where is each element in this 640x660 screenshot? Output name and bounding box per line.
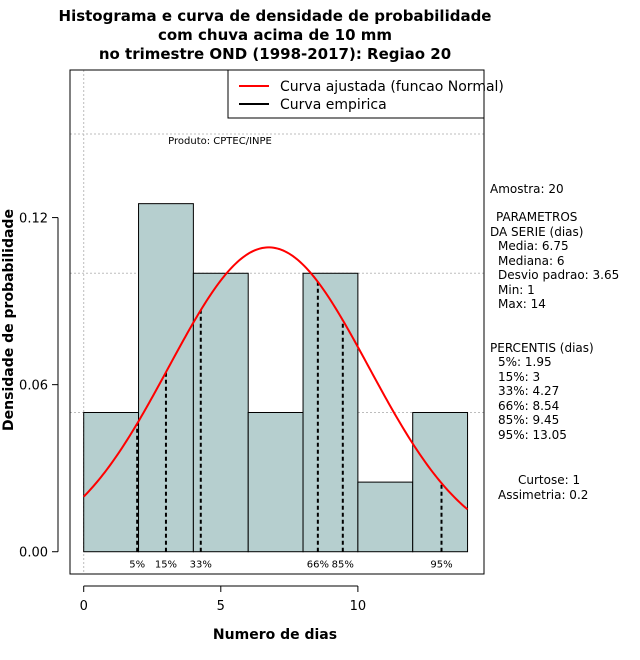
histogram-bar-3: [247, 411, 304, 553]
params-header-1: PARAMETROS: [496, 210, 577, 224]
chart-title-line-2: com chuva acima de 10 mm: [158, 26, 392, 44]
percentile-label-66%: 66%: [307, 560, 329, 571]
param-mean: Media: 6.75: [498, 239, 569, 253]
params-header-2: DA SERIE (dias): [490, 225, 583, 239]
percentile-15: 15%: 3: [498, 370, 540, 384]
percentis-header: PERCENTIS (dias): [490, 341, 594, 355]
histogram-bar-2: [192, 272, 249, 553]
percentile-5: 5%: 1.95: [498, 355, 552, 369]
fitted-normal-curve: [82, 246, 469, 511]
y-tick-label-1: 0.06: [19, 379, 48, 394]
legend: Curva ajustada (funcao Normal) Curva emp…: [227, 69, 504, 119]
statistics-panel: Amostra: 20 PARAMETROS DA SERIE (dias) M…: [490, 182, 619, 502]
chart-title-line-1: Histograma e curva de densidade de proba…: [59, 7, 492, 25]
produto-annotation: Produto: CPTEC/INPE: [168, 136, 272, 147]
skewness: Assimetria: 0.2: [498, 488, 588, 502]
x-tick-label-0: 0: [80, 599, 88, 614]
y-axis-label: Densidade de probabilidade: [1, 209, 17, 431]
percentile-label-15%: 15%: [155, 560, 177, 571]
param-max: Max: 14: [498, 297, 546, 311]
percentile-label-33%: 33%: [190, 560, 212, 571]
x-axis-label: Numero de dias: [213, 627, 337, 643]
sample-size: Amostra: 20: [490, 182, 564, 196]
param-stddev: Desvio padrao: 3.65: [498, 268, 619, 282]
legend-label-fitted: Curva ajustada (funcao Normal): [280, 79, 504, 95]
chart-title-line-3: no trimestre OND (1998-2017): Regiao 20: [99, 45, 451, 63]
param-min: Min: 1: [498, 283, 535, 297]
histogram-bar-4: [302, 272, 359, 553]
histogram-bar-5: [357, 481, 414, 553]
axes: 0 5 10 0.00 0.06 0.12: [19, 212, 366, 614]
param-median: Mediana: 6: [498, 254, 565, 268]
percentile-label-95%: 95%: [430, 560, 452, 571]
percentile-label-85%: 85%: [332, 560, 354, 571]
legend-box: [227, 69, 485, 119]
percentile-markers: 5% 15% 33% 66% 85% 95%: [129, 281, 453, 571]
y-tick-label-0: 0.00: [19, 546, 48, 561]
x-tick-label-2: 10: [350, 599, 367, 614]
kurtosis: Curtose: 1: [518, 473, 580, 487]
percentile-85: 85%: 9.45: [498, 413, 559, 427]
histogram-bars: [83, 203, 469, 553]
legend-label-empirical: Curva empirica: [280, 97, 387, 113]
percentile-33: 33%: 4.27: [498, 384, 559, 398]
x-tick-label-1: 5: [217, 599, 225, 614]
percentile-95: 95%: 13.05: [498, 428, 567, 442]
percentile-label-5%: 5%: [129, 560, 145, 571]
y-tick-label-2: 0.12: [19, 212, 48, 227]
percentile-66: 66%: 8.54: [498, 399, 559, 413]
